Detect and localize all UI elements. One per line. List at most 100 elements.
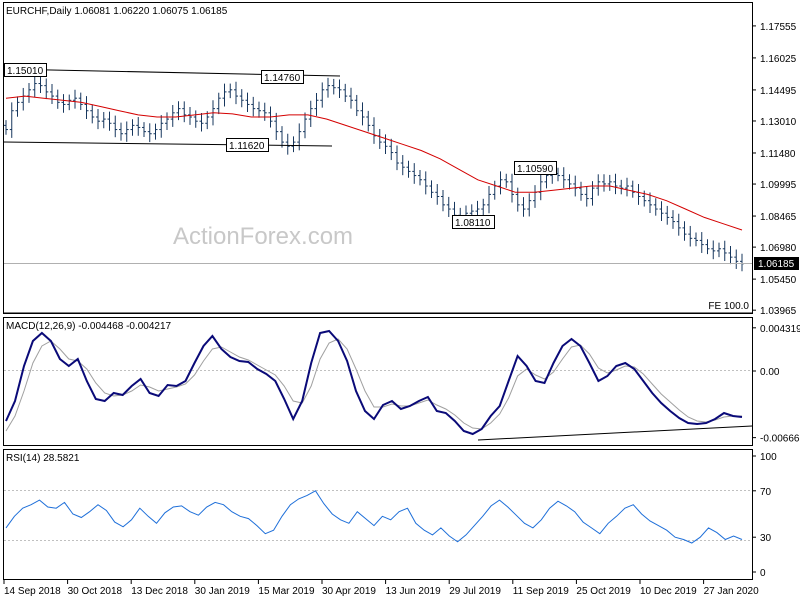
ohlc-bar <box>648 192 652 214</box>
ohlc-bar <box>734 249 739 269</box>
ohlc-bar <box>349 87 353 109</box>
annotation-1.08110: 1.08110 <box>452 215 495 229</box>
x-tick-label: 15 Mar 2019 <box>258 586 315 597</box>
ohlc-bar <box>331 78 336 95</box>
ohlc-bar <box>73 89 77 109</box>
ohlc-bar <box>383 134 388 154</box>
ohlc-bar <box>153 123 158 140</box>
ohlc-bar <box>101 112 106 129</box>
ohlc-bar <box>9 102 14 138</box>
ohlc-bar <box>78 92 83 111</box>
macd-tick-label: 0.00 <box>760 367 780 378</box>
ohlc-bar <box>665 205 670 225</box>
ohlc-bar <box>222 83 227 107</box>
x-axis: 14 Sep 2018 30 Oct 2018 13 Dec 2018 30 Jan … <box>3 580 759 597</box>
price-tick-label: 1.16025 <box>760 54 797 65</box>
ohlc-bar <box>498 171 503 195</box>
annotation-label: 1.11620 <box>229 141 265 152</box>
annotation-1.15010: 1.15010 <box>4 63 47 77</box>
price-ohlc-bars <box>4 75 744 272</box>
ohlc-bar <box>32 75 37 98</box>
ohlc-bar <box>193 110 198 128</box>
annotation-label: 1.14760 <box>264 73 301 84</box>
ohlc-bar <box>274 112 279 140</box>
ohlc-bar <box>688 225 693 247</box>
ohlc-bar <box>694 232 698 247</box>
ohlc-bar <box>107 111 112 131</box>
annotation-label: 1.15010 <box>7 66 44 77</box>
x-tick-label: 29 Jul 2019 <box>449 586 501 597</box>
rsi-line <box>5 490 743 544</box>
rsi-panel-frame <box>3 449 753 580</box>
ohlc-bar <box>55 89 60 109</box>
ohlc-bar <box>400 155 405 176</box>
ohlc-bar <box>188 107 192 125</box>
ohlc-bar <box>170 105 175 127</box>
ohlc-bar <box>67 94 72 111</box>
macd-tick-label: 0.004319 <box>760 324 800 335</box>
ohlc-bar <box>90 104 95 124</box>
ohlc-bar <box>625 177 629 197</box>
ohlc-bar <box>320 82 325 108</box>
x-tick-label: 13 Dec 2018 <box>131 586 188 597</box>
ohlc-bar <box>245 92 250 113</box>
ohlc-bar <box>487 186 491 214</box>
ohlc-bar <box>446 196 451 217</box>
ohlc-bar <box>38 76 43 94</box>
ohlc-bar <box>418 169 422 186</box>
ohlc-bar <box>584 186 589 207</box>
ohlc-bar <box>234 81 238 105</box>
channel-lower-line <box>3 141 333 147</box>
ohlc-bar <box>159 115 164 138</box>
price-tick-label: 1.08465 <box>760 212 797 223</box>
ohlc-bar <box>360 102 365 126</box>
ohlc-bar <box>389 138 394 161</box>
ohlc-bar <box>165 112 169 130</box>
ohlc-bar <box>216 92 221 115</box>
ohlc-bar <box>676 213 681 236</box>
ohlc-bar <box>423 171 428 195</box>
price-y-ticks: 1.17555 1.16025 1.14495 1.13010 1.11480 1.099… <box>752 22 797 317</box>
last-price-label: 1.06185 <box>758 259 795 270</box>
macd-line <box>5 329 743 436</box>
ohlc-bar <box>510 173 514 203</box>
ohlc-bar <box>61 94 66 113</box>
ohlc-bar <box>308 100 313 127</box>
macd-title: MACD(12,26,9) -0.004468 -0.004217 <box>6 321 172 332</box>
ohlc-bar <box>429 180 434 198</box>
ohlc-bar <box>527 193 532 217</box>
ohlc-bar <box>481 198 486 216</box>
annotation-1.11620: 1.11620 <box>226 138 269 152</box>
price-tick-label: 1.03965 <box>760 306 797 317</box>
rsi-tick-label: 30 <box>760 533 772 544</box>
ohlc-bar <box>671 210 675 229</box>
price-panel-frame <box>3 2 753 314</box>
ohlc-bar <box>366 110 371 132</box>
ohlc-bar <box>119 122 123 141</box>
ohlc-bar <box>113 115 118 138</box>
ohlc-bar <box>699 232 704 253</box>
ohlc-bar <box>711 240 716 260</box>
ohlc-bar <box>412 163 417 184</box>
annotation-label: 1.10590 <box>517 164 554 175</box>
ohlc-bar <box>251 96 256 117</box>
macd-tick-label: -0.006663 <box>760 434 800 445</box>
ohlc-bar <box>590 181 595 206</box>
x-tick-label: 14 Sep 2018 <box>4 586 61 597</box>
ohlc-bar <box>441 190 445 212</box>
ohlc-bar <box>199 112 204 132</box>
ohlc-bar <box>228 83 233 99</box>
x-tick-label: 10 Dec 2019 <box>640 586 697 597</box>
macd-panel-frame <box>3 317 753 446</box>
ohlc-bar <box>50 83 54 105</box>
ohlc-bar <box>504 173 509 188</box>
price-tick-label: 1.06980 <box>760 243 797 254</box>
ohlc-bar <box>717 242 721 258</box>
x-tick-label: 25 Oct 2019 <box>576 586 631 597</box>
ohlc-bar <box>326 77 330 98</box>
ohlc-bar <box>659 201 664 222</box>
x-tick-label: 11 Sep 2019 <box>513 586 569 597</box>
ohlc-bar <box>728 246 733 265</box>
rsi-title: RSI(14) 28.5821 <box>6 453 80 464</box>
